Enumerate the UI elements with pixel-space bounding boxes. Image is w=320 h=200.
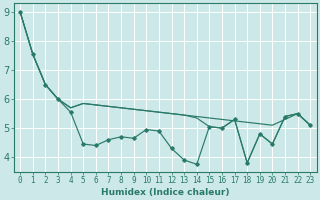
X-axis label: Humidex (Indice chaleur): Humidex (Indice chaleur) [101, 188, 229, 197]
